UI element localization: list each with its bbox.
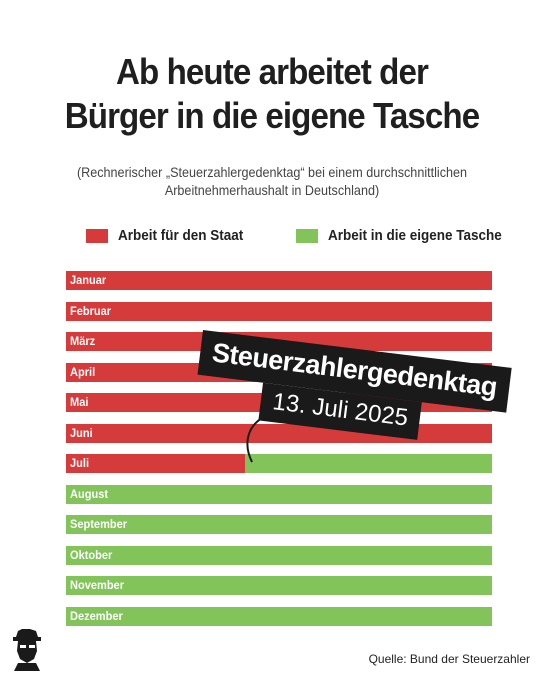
month-label: Dezember	[70, 608, 123, 623]
legend-item-tasche: Arbeit in die eigene Tasche	[296, 227, 521, 244]
bar-row-februar: Februar	[66, 301, 492, 321]
month-label: September	[70, 517, 128, 531]
legend: Arbeit für den Staat Arbeit in die eigen…	[0, 227, 544, 247]
title-line-1: Ab heute arbeitet der	[116, 51, 429, 92]
chart-subtitle: (Rechnerischer „Steuerzahlergedenktag“ b…	[76, 164, 468, 198]
month-label: November	[70, 578, 124, 592]
bar-row-oktober: Oktober	[66, 545, 492, 565]
legend-label-tasche: Arbeit in die eigene Tasche	[328, 227, 502, 244]
month-label: März	[70, 334, 96, 348]
bar-tasche-august	[66, 484, 492, 504]
legend-swatch-tasche	[296, 228, 318, 243]
month-label: Juli	[70, 456, 90, 470]
legend-item-staat: Arbeit für den Staat	[86, 227, 257, 244]
month-label: Mai	[70, 395, 89, 409]
month-label: April	[70, 364, 96, 379]
legend-label-staat: Arbeit für den Staat	[118, 227, 244, 244]
bar-row-november: November	[66, 576, 492, 595]
month-label: Oktober	[70, 547, 113, 562]
month-label: Juni	[70, 425, 93, 440]
bar-row-august: August	[66, 484, 492, 504]
source-note: Quelle: Bund der Steuerzahler	[368, 652, 530, 666]
bar-tasche-dezember	[66, 606, 492, 626]
legend-swatch-staat	[86, 228, 108, 243]
bar-staat-januar	[66, 271, 492, 290]
bar-staat-juli	[66, 454, 245, 473]
bar-row-september: September	[66, 515, 492, 534]
title-line-2: Bürger in die eigene Tasche	[64, 95, 480, 136]
bar-tasche-november	[66, 576, 492, 595]
bar-tasche-oktober	[66, 545, 492, 565]
bar-row-dezember: Dezember	[66, 606, 492, 626]
logo-icon	[13, 629, 41, 671]
chart-title: Ab heute arbeitet der Bürger in die eige…	[22, 50, 522, 138]
bar-tasche-september	[66, 515, 492, 534]
month-label: August	[70, 486, 109, 501]
bar-row-januar: Januar	[66, 271, 492, 290]
bar-staat-februar	[66, 301, 492, 321]
bar-tasche-juli	[244, 454, 492, 473]
month-label: Februar	[70, 303, 112, 318]
bar-row-juli: Juli	[66, 454, 492, 473]
month-label: Januar	[70, 273, 107, 287]
